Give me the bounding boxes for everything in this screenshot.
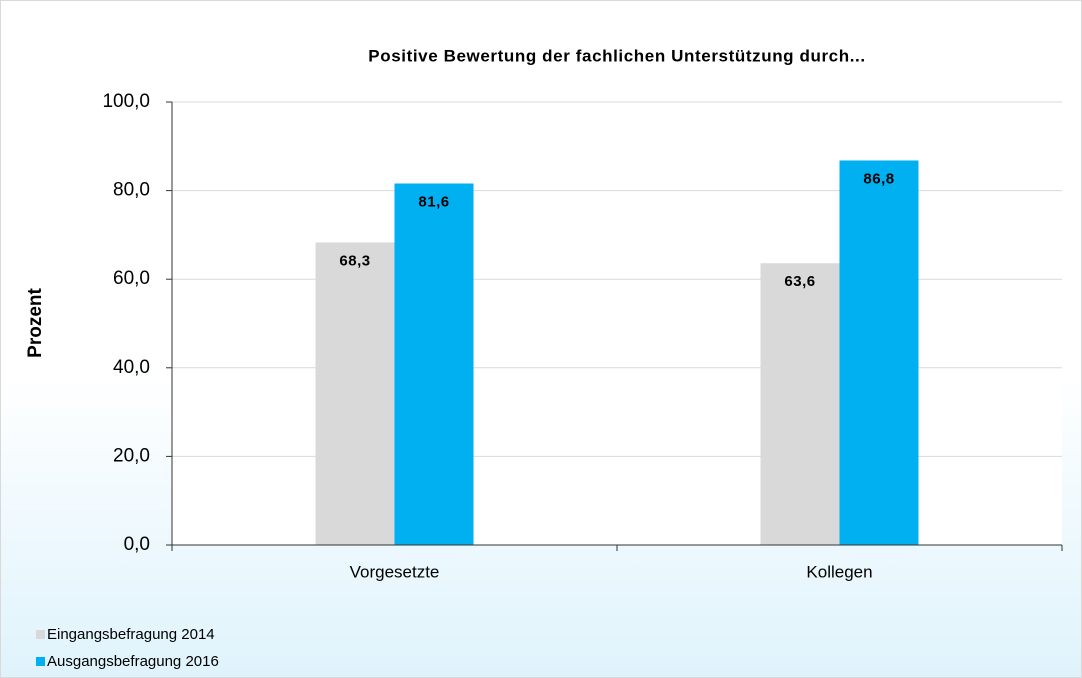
y-axis-label: Prozent <box>25 287 46 357</box>
bar <box>394 183 474 545</box>
y-tick-label: 80,0 <box>113 180 150 201</box>
legend-swatch <box>36 657 45 666</box>
x-tick-label: Vorgesetzte <box>350 562 440 581</box>
bar <box>760 263 840 545</box>
y-tick-label: 20,0 <box>113 445 150 466</box>
data-label: 68,3 <box>339 252 370 269</box>
y-tick-label: 0,0 <box>124 534 150 555</box>
legend-swatch <box>36 630 45 639</box>
y-tick-label: 40,0 <box>113 357 150 378</box>
data-label: 86,8 <box>863 170 894 187</box>
data-label: 81,6 <box>418 193 449 210</box>
y-tick-label: 100,0 <box>102 91 150 112</box>
y-tick-label: 60,0 <box>113 268 150 289</box>
legend-label: Eingangsbefragung 2014 <box>47 626 215 643</box>
plot-area <box>172 102 1062 545</box>
legend-label: Ausgangsbefragung 2016 <box>47 653 219 670</box>
x-tick-label: Kollegen <box>806 562 872 581</box>
bar <box>839 160 919 545</box>
data-label: 63,6 <box>784 273 815 290</box>
chart-title: Positive Bewertung der fachlichen Unters… <box>368 46 865 65</box>
bar <box>315 242 395 545</box>
